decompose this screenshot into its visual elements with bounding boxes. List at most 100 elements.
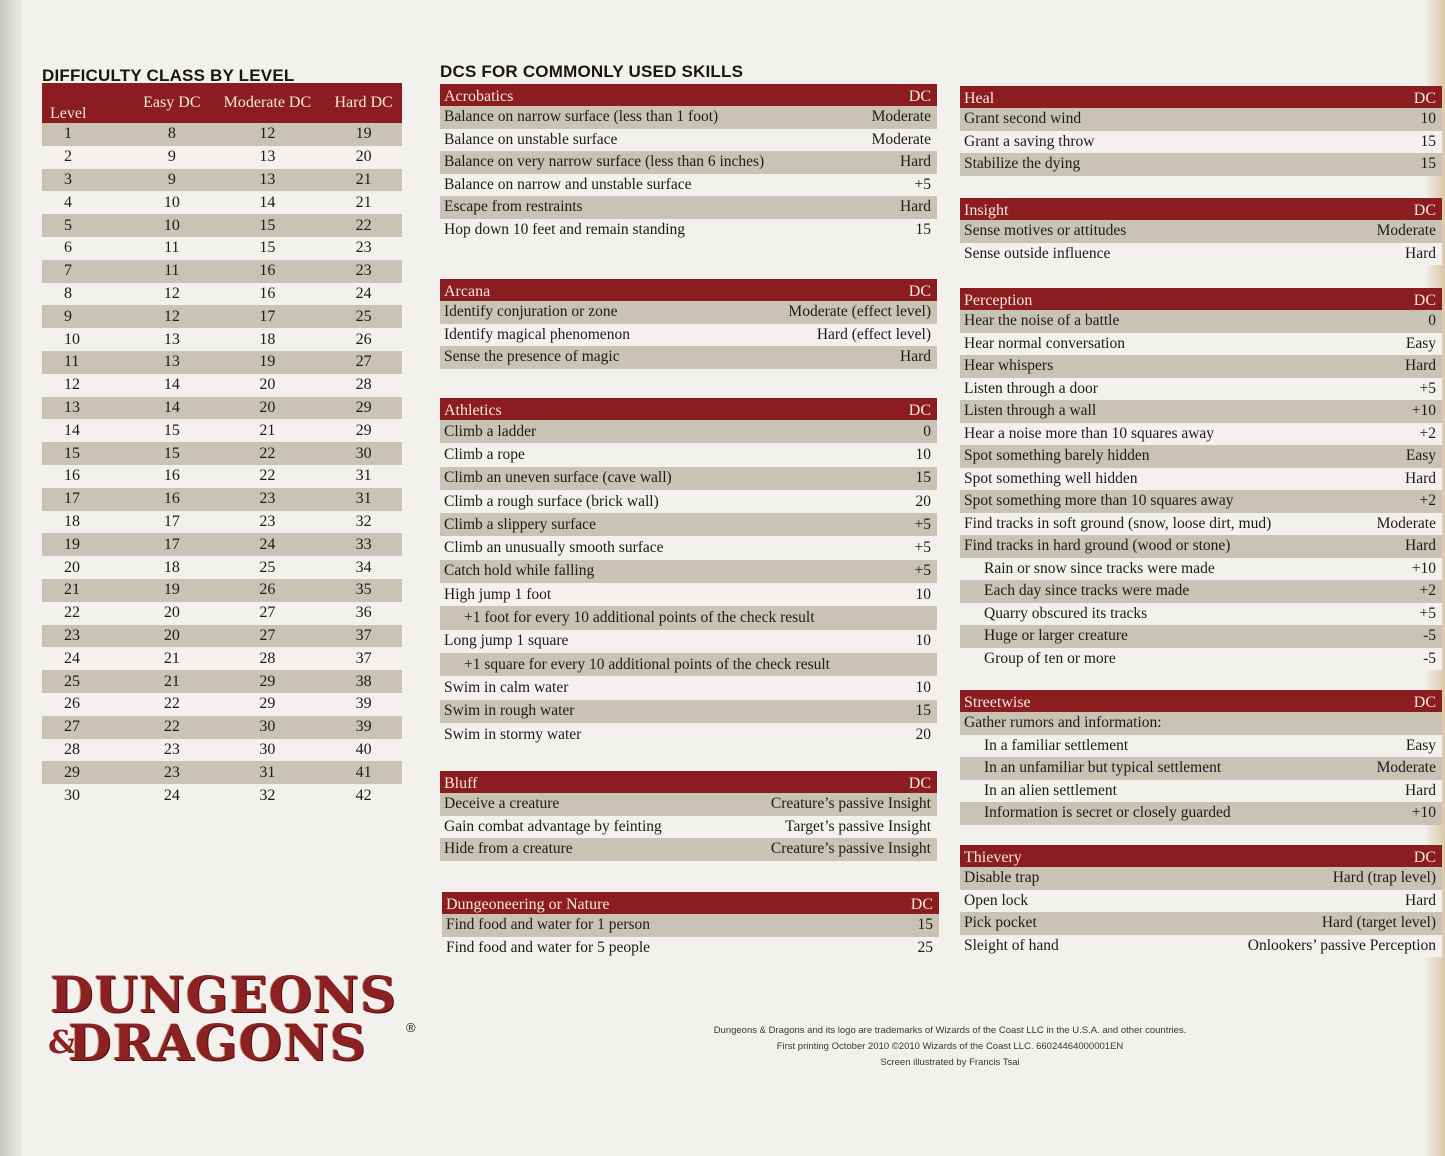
dc-value: 15: [917, 916, 934, 934]
level-cell: 13: [42, 396, 134, 420]
dc-value: Hard: [900, 348, 931, 366]
skill-row: Spot something barely hidden Easy: [960, 445, 1442, 468]
task-label: Find food and water for 1 person: [446, 916, 651, 934]
skill-row: Stabilize the dying 15: [960, 153, 1442, 176]
moderate-dc-cell: 17: [209, 305, 326, 329]
skill-table-athletics: Athletics DC Climb a ladder 0 Climb a rope 10…: [440, 398, 937, 747]
dc-value: 10: [1420, 110, 1437, 128]
dc-value: Moderate: [1376, 222, 1436, 240]
task-label: Hear normal conversation: [964, 334, 1125, 352]
task-label: Identify conjuration or zone: [444, 303, 618, 321]
dc-value: 10: [915, 678, 932, 696]
skill-row: In an alien settlement Hard: [960, 779, 1442, 802]
easy-dc-cell: 23: [134, 738, 210, 762]
dc-value: 20: [915, 492, 932, 510]
skill-row: Spot something well hidden Hard: [960, 467, 1442, 490]
skill-row: Climb a slippery surface +5: [440, 513, 937, 537]
moderate-dc-cell: 13: [209, 168, 326, 192]
level-row: 10 13 18 26: [42, 328, 402, 351]
dc-header: DC: [1413, 694, 1436, 711]
task-label: Hop down 10 feet and remain standing: [444, 220, 686, 238]
skill-row: Each day since tracks were made +2: [960, 580, 1442, 603]
skill-row: Find food and water for 1 person 15: [442, 914, 939, 937]
level-cell: 23: [42, 624, 134, 648]
skill-row: Identify conjuration or zone Moderate (ef…: [440, 301, 937, 324]
level-row: 2 9 13 20: [42, 145, 402, 169]
dc-value: Target’s passive Insight: [785, 817, 931, 835]
moderate-dc-cell: 12: [209, 123, 326, 146]
level-row: 5 10 15 22: [42, 214, 402, 237]
task-label: Rain or snow since tracks were made: [984, 559, 1215, 577]
level-row: 18 17 23 32: [42, 510, 402, 534]
skill-name: Heal: [964, 90, 995, 107]
dc-value: 15: [915, 469, 932, 487]
skill-table-dungeoneering-or-nature: Dungeoneering or Nature DC Find food and w…: [442, 892, 939, 959]
skill-table-acrobatics: Acrobatics DC Balance on narrow surface (l…: [440, 84, 937, 241]
dc-value: +5: [1419, 379, 1437, 397]
easy-dc-cell: 20: [134, 624, 210, 648]
task-label: Climb a ladder: [444, 422, 537, 440]
easy-dc-cell: 12: [134, 305, 210, 329]
col-easy: Easy DC: [134, 83, 210, 123]
skill-header: Insight DC: [960, 198, 1442, 220]
moderate-dc-cell: 27: [209, 601, 326, 625]
dc-header: DC: [1413, 202, 1436, 219]
task-label: Swim in rough water: [444, 702, 575, 720]
level-cell: 26: [42, 692, 134, 716]
skill-name: Arcana: [444, 283, 491, 300]
dc-header: DC: [910, 896, 933, 913]
task-label: Climb a rough surface (brick wall): [444, 492, 659, 510]
logo-line2: DRAGONS: [68, 1013, 367, 1072]
moderate-dc-cell: 29: [209, 670, 326, 693]
dc-value: Moderate: [1376, 759, 1436, 777]
skill-row: Grant second wind 10: [960, 108, 1442, 131]
dc-value: +2: [1419, 492, 1437, 510]
hard-dc-cell: 21: [325, 191, 402, 215]
dc-value: Hard: [1405, 357, 1436, 375]
task-label: Deceive a creature: [444, 795, 560, 813]
level-cell: 22: [42, 601, 134, 625]
skill-row: Group of ten or more -5: [960, 647, 1442, 670]
dc-header: DC: [908, 775, 931, 792]
level-row: 11 13 19 27: [42, 350, 402, 374]
dc-value: +5: [1419, 604, 1437, 622]
dc-value: 0: [923, 422, 931, 440]
moderate-dc-cell: 21: [209, 419, 326, 443]
dc-value: 0: [1428, 312, 1436, 330]
hard-dc-cell: 31: [325, 464, 402, 488]
credits-trademark: Dungeons & Dragons and its logo are trad…: [713, 1025, 1187, 1036]
task-label: Find tracks in hard ground (wood or ston…: [964, 537, 1231, 555]
skill-name: Bluff: [444, 775, 478, 792]
level-row: 1 8 12 19: [42, 123, 402, 146]
level-cell: 9: [42, 305, 134, 329]
skill-row: +1 foot for every 10 additional points o…: [440, 606, 937, 630]
task-label: Gather rumors and information:: [964, 714, 1162, 732]
dc-value: Moderate: [871, 108, 931, 126]
level-row: 13 14 20 29: [42, 396, 402, 420]
skill-row: Escape from restraints Hard: [440, 196, 937, 219]
level-row: 23 20 27 37: [42, 624, 402, 648]
level-cell: 7: [42, 259, 134, 283]
skill-row: Climb a rough surface (brick wall) 20: [440, 489, 937, 514]
task-label: +1 square for every 10 additional points…: [464, 655, 830, 673]
col-moderate: Moderate DC: [209, 83, 326, 123]
dc-value: -5: [1423, 649, 1436, 667]
skill-name: Acrobatics: [444, 88, 514, 105]
task-label: Find tracks in soft ground (snow, loose …: [964, 514, 1272, 532]
task-label: Each day since tracks were made: [984, 582, 1190, 600]
task-label: Long jump 1 square: [444, 632, 569, 650]
task-label: Swim in calm water: [444, 678, 569, 696]
moderate-dc-cell: 13: [209, 145, 326, 169]
dc-value: +10: [1411, 559, 1436, 577]
hard-dc-cell: 29: [325, 396, 402, 420]
level-cell: 1: [42, 123, 134, 146]
hard-dc-cell: 28: [325, 373, 402, 397]
skill-header: Streetwise DC: [960, 690, 1442, 712]
level-row: 24 21 28 37: [42, 647, 402, 671]
level-cell: 18: [42, 510, 134, 534]
hard-dc-cell: 35: [325, 578, 402, 602]
skill-table-perception: Perception DC Hear the noise of a battle 0 H…: [960, 288, 1442, 670]
hard-dc-cell: 21: [325, 168, 402, 192]
dc-value: 15: [1420, 132, 1437, 150]
easy-dc-cell: 21: [134, 647, 210, 671]
